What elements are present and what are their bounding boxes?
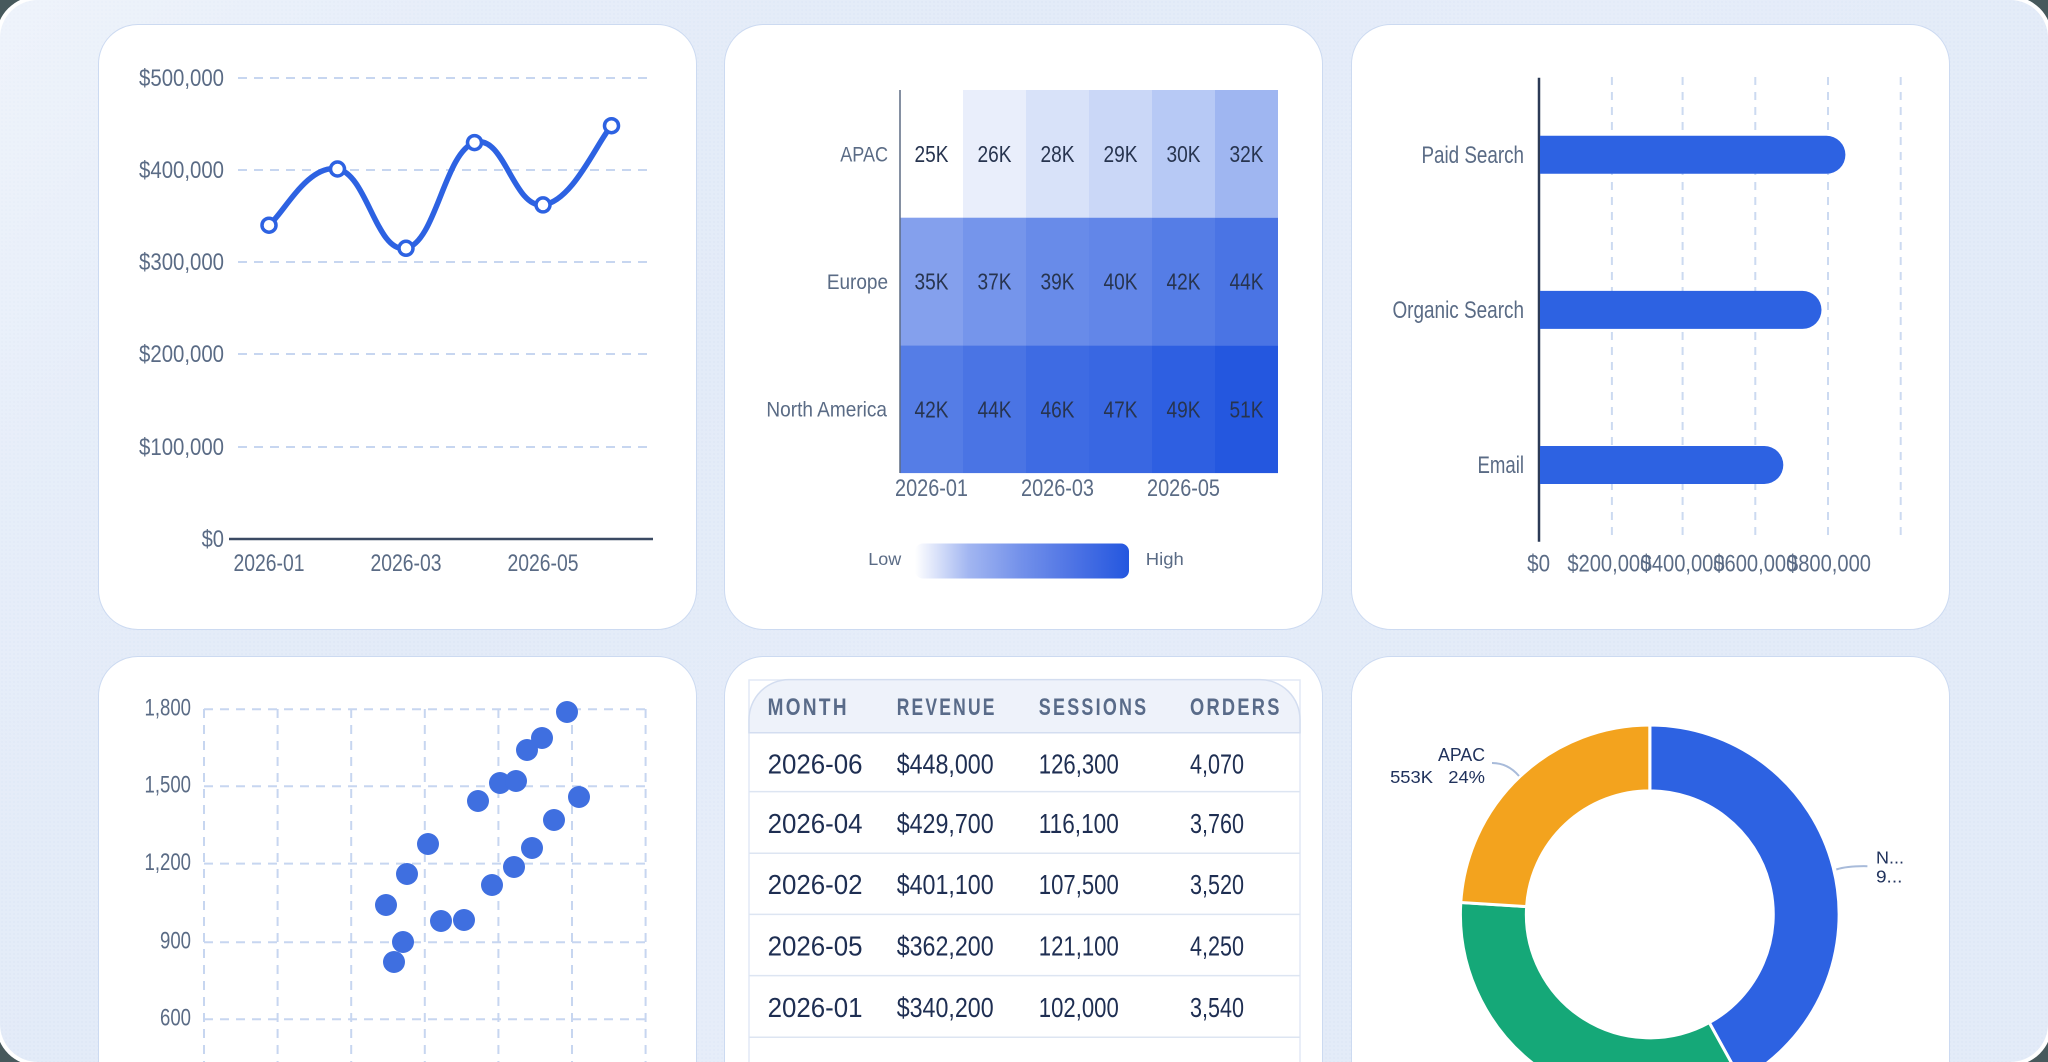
svg-text:2026-05: 2026-05 — [508, 549, 579, 577]
svg-text:121,100: 121,100 — [1039, 931, 1119, 962]
svg-text:46K: 46K — [1041, 396, 1076, 422]
svg-text:Europe: Europe — [827, 271, 888, 294]
svg-text:49K: 49K — [1167, 396, 1202, 422]
svg-text:30K: 30K — [1167, 141, 1202, 167]
svg-text:APAC: APAC — [1438, 745, 1485, 765]
svg-text:126,300: 126,300 — [1039, 749, 1119, 780]
svg-text:$200,000: $200,000 — [1567, 550, 1651, 577]
svg-text:$600,000: $600,000 — [1713, 550, 1797, 577]
svg-text:North America: North America — [766, 399, 887, 422]
svg-text:$362,200: $362,200 — [897, 932, 994, 962]
svg-text:3,520: 3,520 — [1190, 871, 1244, 901]
svg-text:47K: 47K — [1104, 396, 1139, 422]
svg-text:35K: 35K — [915, 269, 950, 295]
svg-text:600: 600 — [160, 1004, 191, 1031]
svg-text:$200,000: $200,000 — [139, 340, 224, 367]
svg-text:29K: 29K — [1104, 141, 1139, 167]
svg-text:102,000: 102,000 — [1039, 993, 1119, 1024]
svg-text:Email: Email — [1478, 452, 1524, 479]
svg-text:$429,700: $429,700 — [897, 809, 994, 839]
svg-text:$400,000: $400,000 — [1641, 550, 1725, 577]
svg-text:2026-06: 2026-06 — [768, 749, 863, 780]
svg-text:$448,000: $448,000 — [897, 750, 994, 780]
svg-text:9...: 9... — [1876, 866, 1902, 886]
svg-text:$100,000: $100,000 — [139, 433, 224, 460]
svg-text:4,070: 4,070 — [1190, 750, 1244, 780]
svg-text:107,500: 107,500 — [1039, 870, 1119, 901]
svg-text:553K 24%: 553K 24% — [1390, 767, 1485, 787]
svg-text:$800,000: $800,000 — [1787, 550, 1871, 577]
svg-text:4,250: 4,250 — [1190, 932, 1244, 962]
svg-text:900: 900 — [160, 927, 191, 954]
svg-text:1,800: 1,800 — [145, 694, 192, 721]
svg-text:2026-02: 2026-02 — [768, 869, 863, 900]
svg-text:$0: $0 — [202, 525, 224, 552]
svg-text:2026-04: 2026-04 — [768, 808, 863, 839]
svg-text:3,540: 3,540 — [1190, 994, 1244, 1024]
svg-text:Low: Low — [868, 549, 902, 569]
svg-text:MONTH: MONTH — [768, 693, 849, 721]
svg-text:$401,100: $401,100 — [897, 870, 994, 900]
svg-text:$500,000: $500,000 — [139, 64, 224, 91]
svg-text:42K: 42K — [915, 396, 950, 422]
svg-text:2026-01: 2026-01 — [895, 474, 968, 501]
svg-text:ORDERS: ORDERS — [1190, 694, 1282, 721]
svg-text:3,760: 3,760 — [1190, 810, 1244, 840]
svg-text:$340,200: $340,200 — [897, 993, 994, 1023]
svg-text:SESSIONS: SESSIONS — [1039, 695, 1149, 721]
svg-text:$400,000: $400,000 — [139, 156, 224, 183]
svg-text:25K: 25K — [915, 141, 950, 167]
svg-text:32K: 32K — [1230, 141, 1265, 167]
svg-text:51K: 51K — [1230, 396, 1265, 422]
svg-text:42K: 42K — [1167, 269, 1202, 295]
svg-text:26K: 26K — [978, 141, 1013, 167]
svg-text:Organic Search: Organic Search — [1392, 296, 1524, 324]
svg-text:2026-01: 2026-01 — [234, 549, 305, 577]
svg-text:$0: $0 — [1527, 550, 1550, 577]
svg-text:116,100: 116,100 — [1039, 809, 1119, 840]
svg-text:40K: 40K — [1104, 269, 1139, 295]
svg-text:28K: 28K — [1041, 141, 1076, 167]
svg-text:44K: 44K — [1230, 269, 1265, 295]
svg-text:39K: 39K — [1041, 269, 1076, 295]
svg-text:$300,000: $300,000 — [139, 248, 224, 275]
svg-text:2026-05: 2026-05 — [768, 931, 863, 962]
svg-text:Paid Search: Paid Search — [1421, 141, 1524, 169]
svg-text:37K: 37K — [978, 269, 1013, 295]
svg-text:N...: N... — [1876, 847, 1904, 867]
svg-text:2026-05: 2026-05 — [1147, 474, 1220, 501]
svg-text:APAC: APAC — [840, 143, 888, 167]
svg-text:REVENUE: REVENUE — [897, 694, 997, 720]
svg-text:2026-03: 2026-03 — [1021, 474, 1094, 501]
svg-text:2026-01: 2026-01 — [768, 992, 863, 1023]
svg-text:1,200: 1,200 — [145, 849, 192, 876]
svg-text:1,500: 1,500 — [145, 771, 192, 798]
svg-text:2026-03: 2026-03 — [371, 549, 442, 577]
svg-text:High: High — [1146, 548, 1184, 569]
svg-text:44K: 44K — [978, 396, 1013, 422]
